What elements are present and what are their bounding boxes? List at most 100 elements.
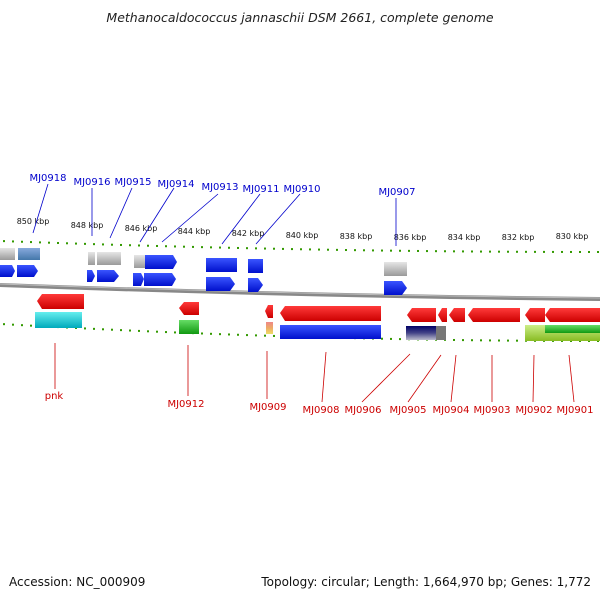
gene-label-mj0910[interactable]: MJ0910 bbox=[283, 184, 320, 195]
minor-tick bbox=[273, 247, 275, 250]
gene-box[interactable] bbox=[0, 248, 15, 260]
gene-label-mj0912[interactable]: MJ0912 bbox=[167, 399, 204, 410]
gene-arrow[interactable] bbox=[525, 308, 545, 322]
gene-arrow[interactable] bbox=[468, 308, 520, 322]
forward-genes bbox=[0, 248, 407, 295]
gene-arrow[interactable] bbox=[144, 273, 176, 286]
gene-label-mj0906[interactable]: MJ0906 bbox=[344, 405, 381, 416]
gene-arrow[interactable] bbox=[545, 308, 600, 322]
gene-box[interactable] bbox=[248, 259, 263, 273]
gene-label-mj0901[interactable]: MJ0901 bbox=[556, 405, 593, 416]
minor-tick bbox=[129, 329, 131, 332]
minor-tick bbox=[498, 250, 500, 253]
minor-tick bbox=[588, 250, 590, 253]
tick-label: 850 kbp bbox=[17, 217, 50, 226]
genes-label: Genes: bbox=[510, 575, 553, 589]
gene-box[interactable] bbox=[266, 322, 273, 334]
minor-tick bbox=[264, 334, 266, 337]
gene-label-mj0908[interactable]: MJ0908 bbox=[302, 405, 339, 416]
gene-box[interactable] bbox=[384, 262, 407, 276]
gene-box[interactable] bbox=[206, 258, 237, 272]
minor-tick bbox=[498, 339, 500, 342]
minor-tick bbox=[390, 249, 392, 252]
gene-label-mj0918[interactable]: MJ0918 bbox=[29, 173, 66, 184]
gene-arrow[interactable] bbox=[449, 308, 465, 322]
gene-arrow[interactable] bbox=[97, 270, 119, 282]
length-value: 1,664,970 bp bbox=[422, 575, 503, 589]
topology-label: Topology: bbox=[261, 575, 318, 589]
gene-label-mj0907[interactable]: MJ0907 bbox=[378, 187, 415, 198]
minor-tick bbox=[30, 241, 32, 244]
minor-tick bbox=[57, 241, 59, 244]
gene-box[interactable] bbox=[97, 252, 121, 265]
minor-tick bbox=[579, 250, 581, 253]
gene-label-mj0903[interactable]: MJ0903 bbox=[473, 405, 510, 416]
minor-tick bbox=[138, 244, 140, 247]
minor-tick bbox=[246, 247, 248, 250]
minor-tick bbox=[147, 244, 149, 247]
gene-box[interactable] bbox=[18, 248, 40, 260]
gene-arrow[interactable] bbox=[37, 294, 84, 309]
minor-tick bbox=[12, 323, 14, 326]
minor-tick bbox=[111, 328, 113, 331]
gene-label-mj0902[interactable]: MJ0902 bbox=[515, 405, 552, 416]
minor-tick bbox=[417, 249, 419, 252]
gene-arrow[interactable] bbox=[248, 278, 263, 292]
gene-label-mj0916[interactable]: MJ0916 bbox=[73, 177, 110, 188]
reverse-leader-lines bbox=[54, 343, 575, 403]
gene-arrow[interactable] bbox=[145, 255, 177, 269]
forward-tick-row bbox=[3, 240, 599, 253]
gene-box[interactable] bbox=[406, 326, 436, 340]
map-title: Methanocaldococcus jannaschii DSM 2661, … bbox=[106, 10, 494, 25]
tick-label: 848 kbp bbox=[71, 221, 104, 230]
minor-tick bbox=[219, 333, 221, 336]
gene-label-mj0909[interactable]: MJ0909 bbox=[249, 402, 286, 413]
gene-arrow[interactable] bbox=[206, 277, 235, 291]
gene-arrow[interactable] bbox=[133, 273, 144, 286]
minor-tick bbox=[21, 324, 23, 327]
minor-tick bbox=[525, 250, 527, 253]
minor-tick bbox=[318, 248, 320, 251]
gene-label-mj0904[interactable]: MJ0904 bbox=[432, 405, 469, 416]
gene-box[interactable] bbox=[134, 255, 145, 268]
gene-label-mj0905[interactable]: MJ0905 bbox=[389, 405, 426, 416]
gene-box[interactable] bbox=[545, 325, 600, 333]
minor-tick bbox=[399, 338, 401, 341]
gene-box[interactable] bbox=[280, 325, 381, 339]
genes-value: 1,772 bbox=[556, 575, 591, 589]
gene-arrow[interactable] bbox=[87, 270, 95, 282]
gene-label-mj0913[interactable]: MJ0913 bbox=[201, 182, 238, 193]
gene-label-pnk[interactable]: pnk bbox=[45, 391, 64, 402]
gene-arrow[interactable] bbox=[17, 265, 38, 277]
minor-tick bbox=[471, 339, 473, 342]
accession-label: Accession: bbox=[9, 575, 73, 589]
gene-box[interactable] bbox=[179, 320, 199, 334]
gene-arrow[interactable] bbox=[265, 305, 273, 318]
gene-arrow[interactable] bbox=[179, 302, 199, 315]
minor-tick bbox=[507, 250, 509, 253]
gene-box[interactable] bbox=[35, 312, 82, 328]
minor-tick bbox=[471, 250, 473, 253]
tick-label: 836 kbp bbox=[394, 233, 427, 242]
gene-box[interactable] bbox=[436, 326, 446, 340]
minor-tick bbox=[444, 250, 446, 253]
gene-arrow[interactable] bbox=[384, 281, 407, 295]
gene-label-mj0914[interactable]: MJ0914 bbox=[157, 179, 194, 190]
gene-box[interactable] bbox=[88, 252, 95, 265]
minor-tick bbox=[480, 339, 482, 342]
minor-tick bbox=[75, 242, 77, 245]
minor-tick bbox=[237, 246, 239, 249]
minor-tick bbox=[165, 245, 167, 248]
gene-label-mj0915[interactable]: MJ0915 bbox=[114, 177, 151, 188]
minor-tick bbox=[534, 250, 536, 253]
minor-tick bbox=[300, 248, 302, 251]
gene-arrow[interactable] bbox=[280, 306, 381, 321]
gene-arrow[interactable] bbox=[0, 265, 15, 277]
minor-tick bbox=[552, 250, 554, 253]
minor-tick bbox=[228, 246, 230, 249]
gene-label-mj0911[interactable]: MJ0911 bbox=[242, 184, 279, 195]
gene-arrow[interactable] bbox=[407, 308, 436, 322]
minor-tick bbox=[372, 249, 374, 252]
gene-arrow[interactable] bbox=[438, 308, 447, 322]
